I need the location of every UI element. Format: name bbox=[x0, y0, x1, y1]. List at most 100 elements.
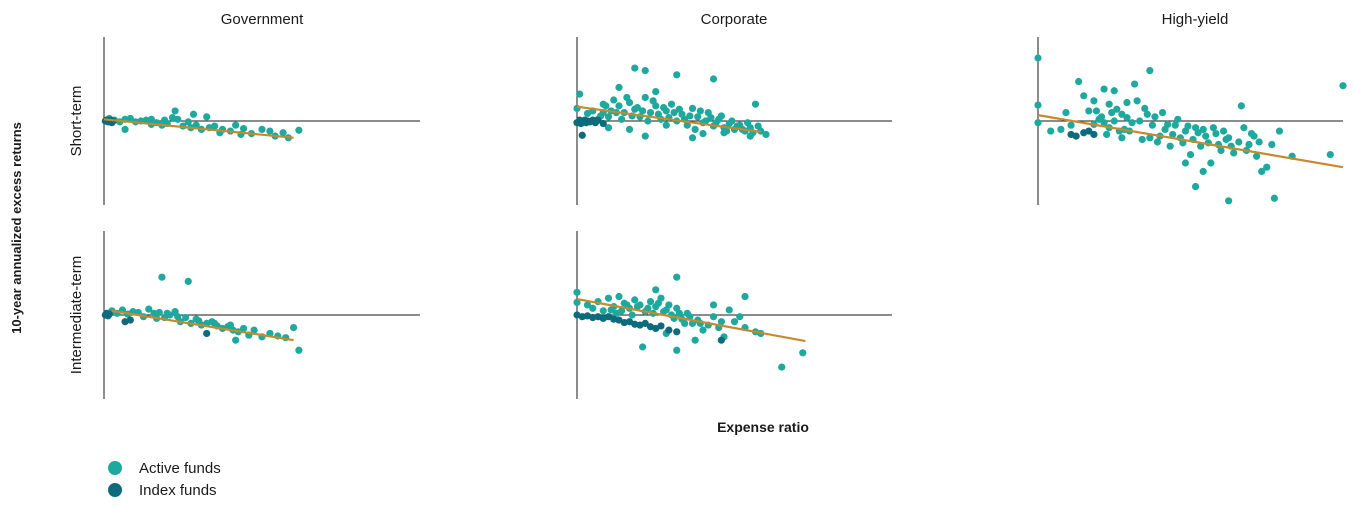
column-title-government: Government bbox=[221, 11, 304, 28]
active-fund-point bbox=[1138, 135, 1146, 144]
active-fund-point bbox=[649, 97, 657, 105]
index-fund-point bbox=[665, 326, 673, 334]
active-fund-point bbox=[1085, 107, 1093, 115]
active-fund-point bbox=[1166, 142, 1174, 150]
active-fund-point bbox=[1219, 127, 1228, 135]
active-fund-point bbox=[628, 311, 636, 319]
active-fund-point bbox=[1067, 121, 1075, 129]
active-fund-point bbox=[641, 67, 649, 75]
active-fund-point bbox=[1240, 124, 1248, 132]
legend-label-index: Index funds bbox=[139, 481, 217, 499]
active-fund-point bbox=[184, 118, 192, 126]
active-fund-point bbox=[290, 324, 298, 332]
active-fund-point bbox=[1258, 167, 1266, 175]
active-fund-point bbox=[232, 121, 240, 129]
active-fund-point bbox=[1245, 140, 1253, 149]
active-fund-point bbox=[1090, 97, 1098, 105]
active-fund-point bbox=[1171, 121, 1179, 129]
active-fund-point bbox=[615, 83, 623, 91]
active-fund-point bbox=[602, 102, 610, 110]
active-fund-point bbox=[155, 308, 163, 317]
active-fund-point bbox=[688, 104, 697, 112]
active-fund-point bbox=[1164, 120, 1172, 128]
active-fund-point bbox=[654, 110, 662, 118]
active-fund-point bbox=[1133, 97, 1141, 105]
index-fund-point bbox=[594, 116, 602, 124]
index-fund-point bbox=[673, 328, 681, 336]
active-fund-point bbox=[1209, 124, 1217, 132]
active-fund-point bbox=[652, 88, 660, 96]
active-fund-point bbox=[604, 113, 613, 121]
column-title-high-yield: High-yield bbox=[1162, 11, 1229, 28]
active-fund-point bbox=[184, 277, 192, 285]
active-fund-point bbox=[1113, 105, 1121, 113]
active-fund-point bbox=[604, 124, 613, 132]
trend-line bbox=[576, 297, 806, 343]
trend-line bbox=[103, 118, 294, 139]
active-fund-point bbox=[673, 346, 681, 354]
active-fund-point bbox=[1212, 130, 1220, 138]
active-fund-point bbox=[1034, 101, 1042, 109]
active-fund-point bbox=[589, 304, 597, 312]
column-title-corporate: Corporate bbox=[701, 11, 768, 28]
panel-government-short-term bbox=[101, 37, 420, 205]
active-fund-point bbox=[612, 309, 620, 317]
active-fund-point bbox=[1034, 54, 1042, 62]
active-fund-point bbox=[1230, 149, 1238, 157]
active-fund-point bbox=[725, 306, 733, 314]
active-fund-point bbox=[683, 121, 691, 129]
active-fund-point bbox=[1047, 127, 1055, 135]
active-fund-point bbox=[1075, 77, 1083, 86]
legend: Active funds Index funds bbox=[108, 457, 221, 501]
active-fund-point bbox=[623, 301, 631, 309]
active-fund-point bbox=[641, 93, 649, 102]
active-fund-point bbox=[203, 113, 211, 121]
active-fund-point bbox=[639, 343, 647, 351]
legend-swatch-index bbox=[108, 483, 122, 497]
active-fund-point bbox=[691, 336, 699, 344]
index-fund-point bbox=[126, 316, 134, 324]
active-fund-point bbox=[633, 303, 641, 311]
active-fund-point bbox=[639, 107, 647, 115]
active-fund-point bbox=[573, 298, 581, 306]
active-fund-point bbox=[239, 324, 248, 333]
active-fund-point bbox=[1225, 197, 1233, 205]
active-fund-point bbox=[662, 121, 670, 129]
active-fund-point bbox=[675, 309, 683, 317]
panel-government-intermediate-term bbox=[101, 231, 420, 399]
active-fund-point bbox=[652, 286, 660, 294]
active-fund-point bbox=[1118, 110, 1126, 118]
active-fund-point bbox=[607, 306, 615, 314]
panels-layer bbox=[101, 37, 1347, 399]
active-fund-point bbox=[211, 319, 219, 327]
active-fund-point bbox=[171, 107, 179, 115]
active-fund-point bbox=[681, 319, 689, 327]
active-fund-point bbox=[1128, 119, 1136, 127]
active-fund-point bbox=[1235, 138, 1243, 146]
active-fund-point bbox=[696, 107, 704, 115]
active-fund-point bbox=[258, 125, 266, 133]
active-fund-point bbox=[644, 117, 652, 125]
active-fund-point bbox=[1151, 113, 1159, 121]
active-fund-point bbox=[730, 318, 739, 326]
active-fund-point bbox=[126, 114, 134, 123]
active-fund-point bbox=[1194, 129, 1202, 137]
active-fund-point bbox=[654, 299, 662, 307]
active-fund-point bbox=[1202, 132, 1210, 140]
active-fund-point bbox=[1146, 67, 1154, 75]
active-fund-point bbox=[192, 121, 200, 129]
active-fund-point bbox=[723, 127, 731, 135]
active-fund-point bbox=[250, 326, 258, 334]
active-fund-point bbox=[279, 129, 287, 137]
active-fund-point bbox=[754, 122, 762, 130]
active-fund-point bbox=[1186, 151, 1195, 159]
active-fund-point bbox=[641, 132, 649, 140]
active-fund-point bbox=[702, 117, 710, 125]
active-fund-point bbox=[1110, 117, 1118, 125]
active-fund-point bbox=[1153, 138, 1162, 146]
active-fund-point bbox=[1252, 152, 1261, 160]
active-fund-point bbox=[1130, 80, 1139, 88]
active-fund-point bbox=[707, 114, 715, 122]
active-fund-point bbox=[1339, 82, 1347, 90]
active-fund-point bbox=[673, 71, 681, 79]
